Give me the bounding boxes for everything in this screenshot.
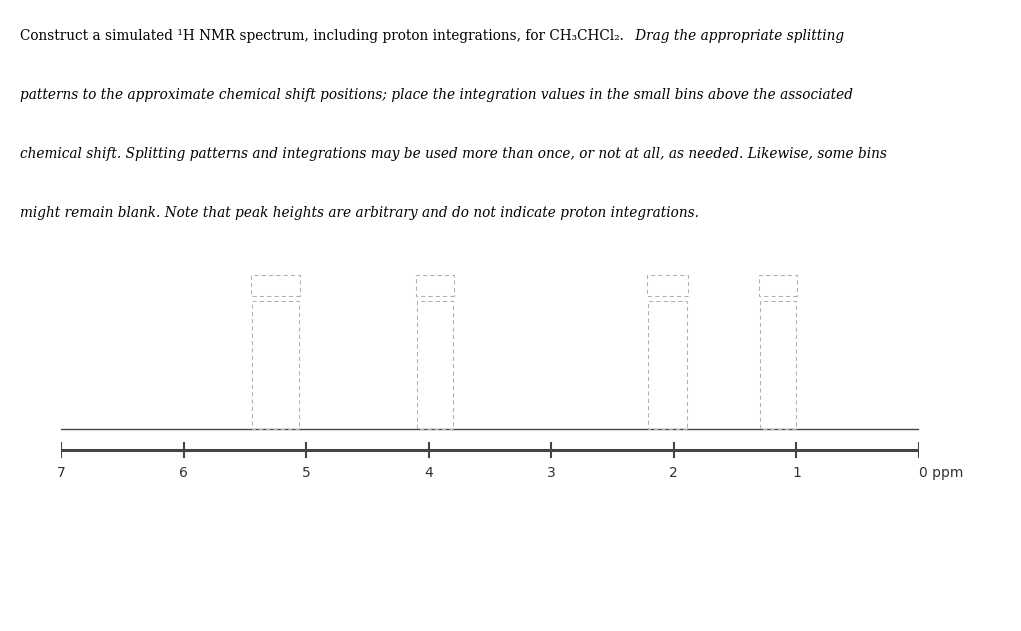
Text: 0 ppm: 0 ppm: [919, 466, 963, 480]
Bar: [251, 275, 300, 297]
Text: chemical shift. Splitting patterns and integrations may be used more than once, : chemical shift. Splitting patterns and i…: [20, 147, 887, 161]
Text: Drag the appropriate splitting: Drag the appropriate splitting: [624, 30, 844, 44]
Bar: [759, 275, 797, 297]
Bar: [252, 302, 299, 428]
Text: Answer Bank: Answer Bank: [455, 575, 550, 589]
Text: might remain blank. Note that peak heights are arbitrary and do not indicate pro: might remain blank. Note that peak heigh…: [20, 206, 699, 220]
Bar: [416, 275, 454, 297]
Bar: [760, 302, 796, 428]
Bar: [648, 302, 687, 428]
Text: 2: 2: [670, 466, 678, 480]
Text: 4: 4: [425, 466, 433, 480]
Text: 6: 6: [180, 466, 188, 480]
Text: 1: 1: [792, 466, 800, 480]
Text: 5: 5: [302, 466, 310, 480]
Text: 3: 3: [547, 466, 555, 480]
Text: patterns to the approximate chemical shift positions; place the integration valu: patterns to the approximate chemical shi…: [20, 88, 854, 102]
Text: Construct a simulated ¹H NMR spectrum, including proton integrations, for CH₃CHC: Construct a simulated ¹H NMR spectrum, i…: [20, 30, 624, 44]
Text: 7: 7: [57, 466, 65, 480]
Bar: [647, 275, 688, 297]
Bar: [417, 302, 453, 428]
